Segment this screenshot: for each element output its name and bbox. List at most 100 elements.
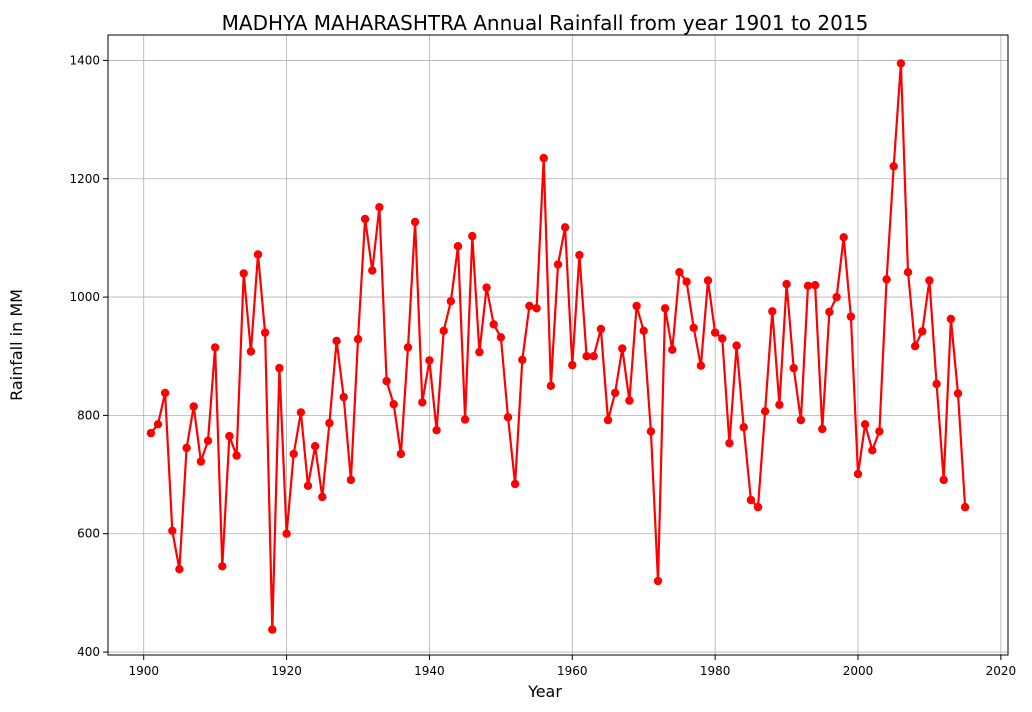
data-point — [610, 388, 620, 398]
data-point — [375, 203, 384, 212]
data-point — [796, 415, 806, 425]
x-axis-ticks: 1900 1920 1940 1960 1980 2000 2020 — [128, 655, 1016, 678]
y-tick-label: 1400 — [69, 53, 100, 67]
data-point — [632, 301, 641, 311]
data-point — [196, 457, 206, 466]
data-point — [953, 389, 963, 398]
data-point — [203, 436, 213, 445]
x-tick-label: 2020 — [986, 664, 1017, 678]
data-point — [725, 439, 734, 448]
data-point — [268, 625, 277, 634]
data-point — [875, 427, 884, 436]
data-point — [468, 231, 477, 241]
data-point — [353, 334, 363, 344]
data-point — [596, 324, 606, 334]
data-point — [653, 576, 663, 586]
data-point — [418, 398, 427, 407]
y-tick-label: 1000 — [69, 290, 100, 304]
data-point — [496, 333, 506, 342]
data-point — [225, 431, 234, 441]
data-point — [718, 334, 727, 343]
data-point — [289, 449, 298, 459]
data-point — [882, 275, 891, 284]
data-point — [318, 492, 327, 502]
data-point — [553, 260, 563, 269]
data-point — [368, 266, 377, 275]
data-point — [218, 562, 227, 571]
data-point — [946, 314, 956, 324]
data-point — [518, 355, 527, 364]
y-axis-label: Rainfall in MM — [7, 289, 26, 401]
data-point — [303, 481, 313, 490]
data-point — [810, 281, 820, 290]
data-point — [753, 502, 763, 512]
data-point — [589, 352, 598, 361]
data-point — [768, 307, 777, 316]
data-point — [703, 276, 713, 285]
data-point — [346, 475, 356, 485]
grid — [108, 35, 1008, 655]
x-axis-label: Year — [527, 682, 562, 701]
data-point — [639, 326, 648, 335]
data-point — [475, 347, 484, 357]
data-point — [332, 336, 341, 346]
data-point — [775, 400, 784, 409]
data-point — [260, 328, 270, 337]
data-point — [453, 242, 463, 251]
data-point — [210, 343, 220, 352]
data-point — [410, 217, 420, 227]
x-tick-label: 1980 — [700, 664, 731, 678]
data-point — [803, 281, 813, 290]
data-point — [539, 153, 548, 163]
data-point — [546, 381, 556, 390]
data-point — [232, 451, 241, 460]
data-point — [832, 292, 841, 302]
data-point — [282, 529, 291, 538]
y-tick-label: 1200 — [69, 172, 100, 186]
data-point — [275, 363, 284, 373]
data-point — [932, 379, 941, 389]
data-point — [582, 352, 591, 361]
data-point — [253, 250, 263, 259]
data-point — [839, 233, 848, 242]
data-point — [939, 475, 948, 485]
data-point — [853, 469, 863, 479]
data-point — [489, 320, 498, 329]
data-point — [310, 442, 320, 451]
y-axis-ticks: 400 600 800 1000 1200 1400 — [69, 53, 108, 659]
data-point — [625, 396, 634, 405]
data-point — [739, 423, 748, 432]
data-point — [525, 301, 534, 311]
data-point — [460, 415, 470, 424]
data-point — [532, 304, 541, 313]
data-point — [575, 250, 584, 260]
data-point — [818, 424, 827, 434]
data-point — [153, 420, 163, 429]
chart-title: MADHYA MAHARASHTRA Annual Rainfall from … — [222, 11, 869, 35]
x-tick-label: 1920 — [271, 664, 302, 678]
data-point — [160, 388, 170, 398]
y-tick-label: 600 — [77, 527, 100, 541]
data-point — [182, 443, 191, 453]
data-point — [918, 327, 927, 336]
data-point — [860, 420, 870, 429]
data-point — [503, 413, 513, 422]
data-point — [189, 402, 198, 411]
data-point — [146, 428, 156, 438]
data-point — [675, 268, 684, 277]
data-point — [296, 408, 306, 417]
data-point — [696, 361, 706, 370]
data-point — [239, 269, 248, 278]
data-point — [175, 565, 184, 574]
data-point — [446, 297, 456, 306]
data-point — [789, 363, 798, 373]
data-point — [760, 407, 770, 416]
data-point — [168, 526, 177, 535]
data-point — [603, 415, 613, 425]
plot-frame — [107, 34, 1009, 656]
data-point — [439, 326, 448, 335]
data-point — [360, 214, 370, 224]
data-point — [732, 341, 741, 350]
data-point — [339, 392, 348, 402]
